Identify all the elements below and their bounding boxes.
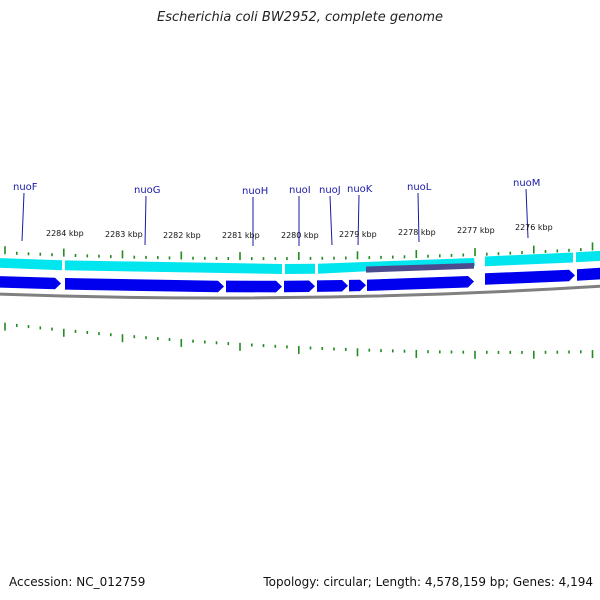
kbp-label-2284: 2284 kbp [46,229,84,238]
cds-bar-outer-2 [65,260,282,274]
gene-label-nuoK: nuoK [347,184,373,195]
cds-arrow-8 [485,269,575,285]
gene-label-nuoL: nuoL [407,182,432,193]
leader-nuoM [525,188,529,239]
cds-arrow-7 [367,276,474,291]
highlighted-feature-bar [366,263,474,273]
kbp-label-2280: 2280 kbp [281,231,319,240]
gene-label-nuoI: nuoI [289,185,311,196]
map-title: Escherichia coli BW2952, complete genome [157,10,443,25]
cds-arrow-1 [0,276,61,290]
genome-summary-text: Topology: circular; Length: 4,578,159 bp… [263,575,593,589]
gene-label-leaders [21,188,529,246]
kbp-scale-labels: 2284 kbp 2283 kbp 2282 kbp 2281 kbp 2280… [46,223,553,240]
leader-nuoG [144,195,147,246]
kbp-label-2276: 2276 kbp [515,223,553,232]
kbp-label-2283: 2283 kbp [105,230,143,239]
leader-nuoK [357,194,360,246]
gene-labels: nuoF nuoG nuoH nuoI nuoJ nuoK nuoL nuoM [13,178,540,197]
inner-tick-track [4,322,594,359]
cds-arrow-4 [284,280,315,293]
gene-label-nuoF: nuoF [13,182,38,193]
gene-label-nuoG: nuoG [134,185,161,196]
inner-feature-track [0,267,600,293]
cds-arrow-3 [226,280,282,293]
outer-feature-track [0,250,600,274]
kbp-label-2278: 2278 kbp [398,228,436,237]
cds-bar-outer-3 [285,263,315,274]
cds-arrow-2 [65,278,224,293]
accession-text: Accession: NC_012759 [9,575,146,589]
cds-arrow-5 [317,280,348,292]
leader-nuoJ [329,195,333,246]
cds-arrow-9 [577,267,600,281]
gene-label-nuoH: nuoH [242,186,268,197]
cds-arrow-6 [349,279,366,292]
outer-tick-track [4,242,594,261]
kbp-label-2277: 2277 kbp [457,226,495,235]
genome-backbone [0,284,600,300]
cds-bar-outer-6 [576,250,600,263]
leader-nuoF [21,192,25,242]
kbp-label-2282: 2282 kbp [163,231,201,240]
cds-bar-outer-5 [485,252,573,267]
gene-label-nuoJ: nuoJ [319,185,341,196]
kbp-label-2281: 2281 kbp [222,231,260,240]
gene-label-nuoM: nuoM [513,178,540,189]
cds-bar-outer-1 [0,258,62,271]
leader-nuoL [417,192,420,243]
kbp-label-2279: 2279 kbp [339,230,377,239]
